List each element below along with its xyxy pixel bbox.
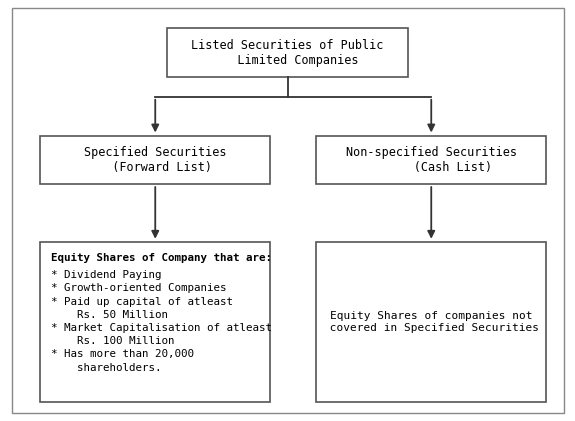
FancyBboxPatch shape [40, 242, 270, 402]
Text: * Dividend Paying
* Growth-oriented Companies
* Paid up capital of atleast
    R: * Dividend Paying * Growth-oriented Comp… [51, 270, 271, 373]
FancyBboxPatch shape [316, 136, 546, 184]
Text: Equity Shares of companies not
 covered in Specified Securities: Equity Shares of companies not covered i… [323, 311, 539, 333]
Text: Listed Securities of Public
   Limited Companies: Listed Securities of Public Limited Comp… [191, 39, 384, 67]
FancyBboxPatch shape [167, 29, 408, 77]
Text: Non-specified Securities
      (Cash List): Non-specified Securities (Cash List) [346, 146, 517, 174]
Text: Equity Shares of Company that are:: Equity Shares of Company that are: [51, 253, 271, 263]
FancyBboxPatch shape [316, 242, 546, 402]
Text: Specified Securities
  (Forward List): Specified Securities (Forward List) [84, 146, 227, 174]
FancyBboxPatch shape [40, 136, 270, 184]
